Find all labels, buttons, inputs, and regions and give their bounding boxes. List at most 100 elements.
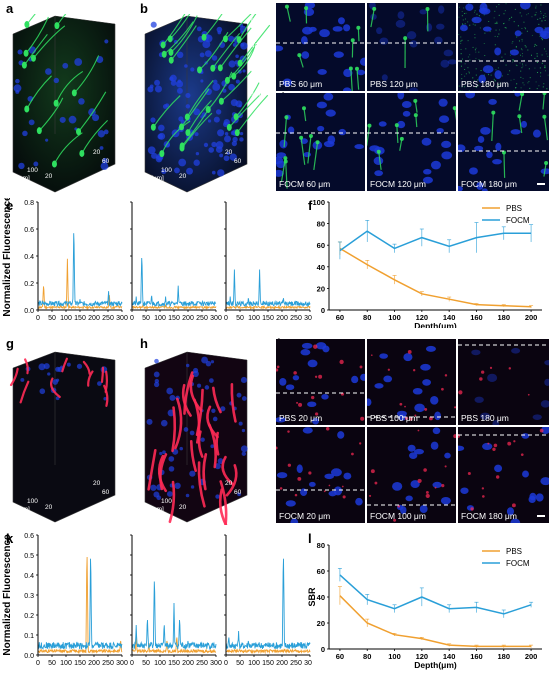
nucleus [514, 93, 521, 97]
nucleus [397, 93, 405, 100]
nucleus [419, 9, 427, 15]
nucleus [229, 153, 238, 161]
x-tick-label: 300 [116, 660, 128, 667]
z-tick-label: 200 [251, 140, 262, 147]
x-tick-label: 100 [154, 315, 166, 322]
neuron-soma [54, 22, 60, 30]
nucleus [18, 162, 25, 170]
noise-pixel [464, 75, 466, 77]
neuron-soma [234, 129, 240, 137]
y-tick-label: 20 [45, 504, 53, 511]
noise-pixel [540, 12, 542, 14]
nucleus [535, 493, 544, 502]
vessel [208, 423, 217, 469]
noise-pixel [529, 87, 531, 89]
nucleus [190, 67, 195, 72]
nucleus [337, 17, 345, 25]
nucleus [192, 370, 199, 378]
vessel-dot [296, 401, 299, 404]
noise-pixel [539, 67, 541, 69]
vessel-dot [520, 453, 524, 457]
x-tick-label: 120 [416, 652, 429, 661]
dendrite [53, 132, 83, 165]
nucleus [185, 104, 191, 109]
noise-pixel [465, 12, 467, 14]
y-axis-label: Y [μm] [11, 506, 30, 513]
neuron-soma [304, 6, 309, 11]
x-tick-label: 50 [48, 660, 56, 667]
image-label: FOCM 180 μm [461, 511, 517, 521]
x-tick-label: 200 [182, 660, 194, 667]
nucleus [342, 87, 352, 91]
noise-pixel [494, 80, 496, 82]
nucleus [66, 362, 71, 367]
nucleus [282, 78, 293, 87]
neuron-process [357, 27, 360, 42]
panel-label-a: a [6, 1, 14, 16]
noise-pixel [501, 56, 503, 58]
nucleus [465, 93, 476, 99]
nucleus [409, 452, 418, 459]
nucleus [409, 40, 418, 48]
dendrite [163, 21, 194, 55]
noise-pixel [461, 11, 463, 13]
noise-pixel [465, 73, 467, 75]
noise-pixel [523, 59, 525, 61]
nucleus [333, 51, 344, 58]
noise-pixel [494, 10, 496, 12]
neuron-soma [71, 89, 77, 97]
neuron-soma [394, 123, 399, 128]
noise-pixel [521, 49, 523, 51]
noise-pixel [483, 74, 485, 76]
neuron-process [543, 116, 549, 141]
vessel-dot [339, 359, 344, 365]
y-tick-label: 0 [321, 645, 325, 654]
vessel-dot [481, 487, 485, 490]
noise-pixel [514, 8, 516, 10]
nucleus [471, 349, 481, 356]
nucleus [378, 121, 387, 127]
nucleus [544, 360, 549, 366]
nucleus [161, 168, 167, 175]
nucleus [220, 406, 226, 412]
nucleus [506, 507, 515, 516]
nucleus [430, 160, 441, 170]
neuron-soma [413, 98, 418, 103]
vessel-dot [287, 430, 290, 433]
neuron-soma [367, 123, 372, 128]
vessel-dot [493, 443, 498, 448]
nucleus [228, 83, 235, 91]
noise-pixel [458, 85, 460, 87]
vessel-dot [370, 354, 373, 356]
noise-pixel [496, 22, 498, 24]
noise-pixel [524, 27, 526, 29]
x-tick-label: 300 [304, 315, 312, 322]
neuron-soma [284, 4, 289, 9]
neuron-soma [348, 66, 353, 71]
dendrite [235, 82, 260, 118]
dendrite [162, 10, 188, 46]
noise-pixel [475, 74, 477, 76]
neuron-soma [425, 6, 430, 11]
nucleus [216, 26, 223, 33]
noise-pixel [518, 40, 520, 42]
noise-pixel [474, 49, 476, 51]
vessel-dot [417, 478, 422, 484]
vessel-dot [341, 485, 344, 488]
vessel [174, 397, 183, 450]
noise-pixel [522, 65, 524, 67]
neuron-soma [517, 114, 522, 119]
noise-pixel [544, 65, 546, 67]
y-tick-label: 40 [317, 263, 325, 272]
x-tick-label: 100 [248, 660, 260, 667]
nucleus [521, 433, 530, 439]
noise-pixel [460, 65, 462, 67]
vessel-dot [276, 368, 279, 372]
dendrite [186, 80, 214, 118]
nucleus [359, 57, 365, 66]
neuron-soma [21, 61, 27, 69]
vessel-dot [308, 471, 312, 475]
noise-pixel [522, 82, 524, 84]
nucleus [236, 392, 242, 398]
noise-pixel [503, 22, 505, 24]
